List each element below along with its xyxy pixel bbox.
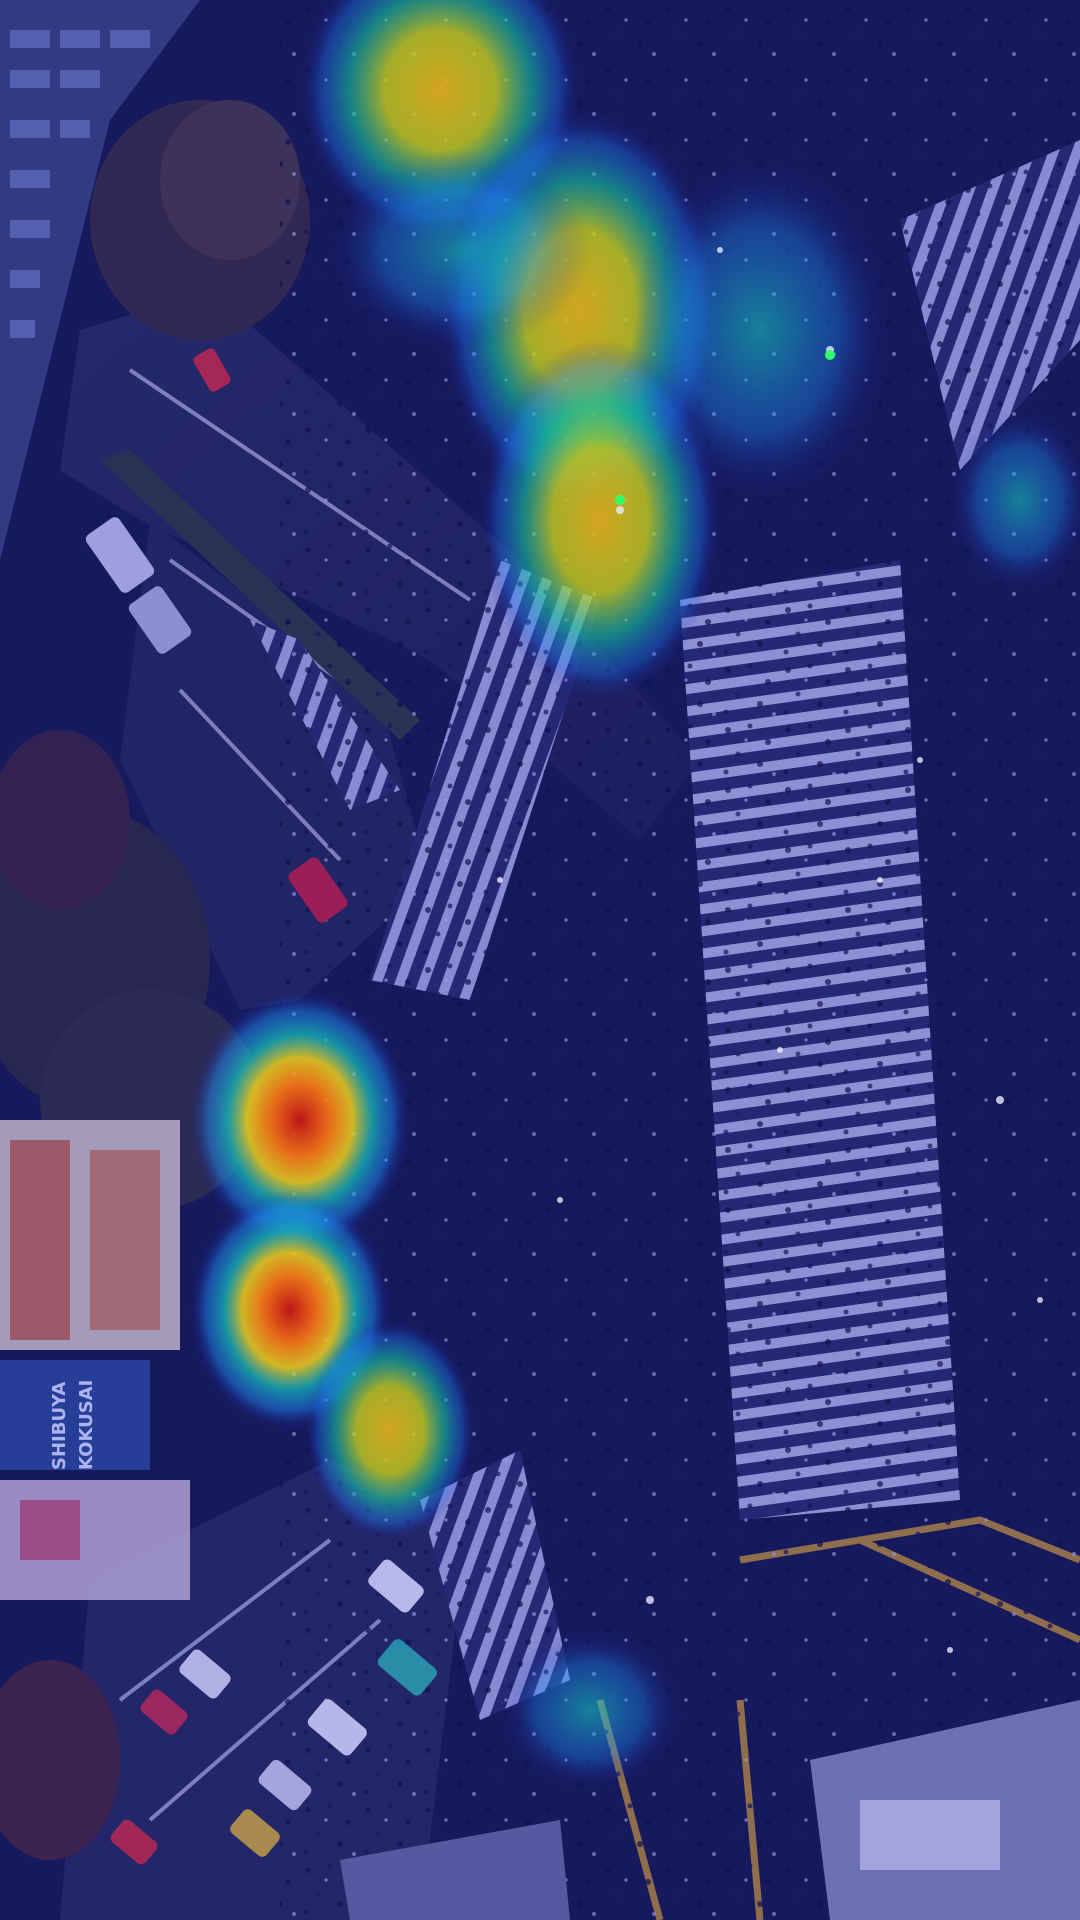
billboard-building (0, 1120, 190, 1600)
traffic-lights (615, 350, 835, 505)
heatmap-hotspot-upper (190, 990, 410, 1250)
heatmap-blob-right (630, 160, 890, 500)
billboard-line2: KOKUSAI (76, 1380, 97, 1470)
billboard-line1: SHIBUYA (49, 1382, 70, 1470)
building-top-left (0, 0, 200, 560)
heatmap-blob-upper-left (330, 150, 590, 350)
cars (85, 348, 437, 1865)
heatmap-blob-bottom (500, 1630, 680, 1790)
building-bottom-center (340, 1820, 570, 1920)
heatmap (190, 0, 1080, 1790)
heatmap-blob-edge (950, 410, 1080, 590)
light-dots (497, 247, 1043, 1653)
heatmap-blob-lower (305, 1320, 475, 1540)
building-skylight (860, 1800, 1000, 1870)
billboard-sign: SHIBUYA KOKUSAI (49, 1380, 97, 1470)
building-windows (10, 30, 150, 338)
